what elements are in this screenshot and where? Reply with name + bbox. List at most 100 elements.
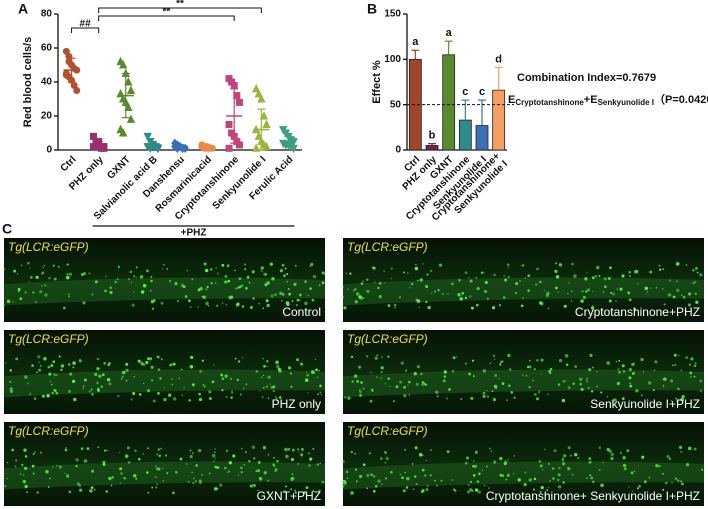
cell <box>204 268 209 273</box>
reference-label-part: （P=0.0420） <box>654 93 708 106</box>
cell <box>38 368 42 372</box>
cell <box>567 292 569 295</box>
cell <box>663 377 667 381</box>
cell <box>372 475 376 478</box>
cell <box>389 385 391 388</box>
cell <box>52 360 56 364</box>
cell <box>662 385 665 388</box>
cell <box>68 272 73 276</box>
cell <box>628 486 630 488</box>
cell <box>464 296 468 300</box>
cell <box>573 274 577 278</box>
cell <box>405 486 409 489</box>
cell <box>46 393 50 398</box>
cell <box>159 447 162 450</box>
cell <box>374 356 378 360</box>
cell <box>138 393 142 396</box>
cell <box>150 279 153 283</box>
cell <box>350 355 354 359</box>
cell <box>32 291 35 294</box>
cell <box>482 394 486 398</box>
cell <box>98 374 102 379</box>
cell <box>443 370 447 374</box>
cell <box>414 266 419 271</box>
cell <box>486 389 488 392</box>
cell <box>269 383 271 385</box>
cell <box>156 453 159 456</box>
cell <box>224 274 228 278</box>
cell <box>214 451 216 454</box>
cell <box>267 454 270 456</box>
cell <box>602 461 604 464</box>
cell <box>504 278 508 282</box>
cell <box>221 263 225 267</box>
cell <box>453 488 456 491</box>
cell <box>626 449 630 453</box>
cell <box>305 486 309 490</box>
cell <box>169 363 173 367</box>
cell <box>692 269 695 272</box>
cell <box>633 362 636 365</box>
cell <box>430 449 432 451</box>
cell <box>425 300 428 303</box>
cell <box>585 380 589 383</box>
cell <box>528 365 532 369</box>
cell <box>524 471 527 474</box>
cell <box>119 467 123 471</box>
cell <box>157 448 160 451</box>
cell <box>370 473 374 476</box>
cell <box>640 394 643 397</box>
significance-letter: a <box>412 36 419 48</box>
data-point <box>262 119 271 128</box>
cell <box>552 477 555 480</box>
cell <box>166 267 169 270</box>
cell <box>290 385 293 388</box>
cell <box>208 390 212 394</box>
cell <box>472 465 475 468</box>
cell <box>680 451 683 454</box>
cell <box>72 366 75 369</box>
cell <box>695 300 699 304</box>
cell <box>38 361 40 364</box>
cell <box>91 293 94 296</box>
cell <box>125 368 129 372</box>
significance-bracket <box>98 7 262 13</box>
cell <box>563 304 567 308</box>
cell <box>676 399 679 403</box>
cell <box>220 373 224 377</box>
cell <box>620 451 623 454</box>
cell <box>127 278 131 281</box>
cell <box>82 387 85 390</box>
cell <box>311 298 315 302</box>
cell <box>53 373 56 376</box>
cell <box>695 267 698 270</box>
cell <box>622 463 627 468</box>
cell <box>470 306 474 310</box>
cell <box>191 278 194 281</box>
cell <box>42 266 44 268</box>
reference-label-part: Cryptotanshinone <box>515 98 584 107</box>
cell <box>611 292 615 296</box>
cell <box>225 449 229 453</box>
cell <box>354 287 357 291</box>
cell <box>287 287 290 291</box>
cell <box>129 270 133 274</box>
cell <box>57 265 60 268</box>
cell <box>22 479 27 484</box>
cell <box>401 476 404 480</box>
cell <box>561 398 566 403</box>
cell <box>493 354 496 357</box>
cell <box>192 482 195 484</box>
cell <box>142 363 146 367</box>
cell <box>215 267 217 269</box>
cell <box>221 302 224 304</box>
data-point <box>124 102 133 111</box>
y-tick-label: 0 <box>395 145 401 156</box>
cell <box>480 271 484 275</box>
cell <box>279 291 283 296</box>
cell <box>39 290 43 294</box>
cell <box>82 385 85 387</box>
cell <box>266 281 270 285</box>
cell <box>558 466 561 470</box>
cell <box>142 382 145 385</box>
